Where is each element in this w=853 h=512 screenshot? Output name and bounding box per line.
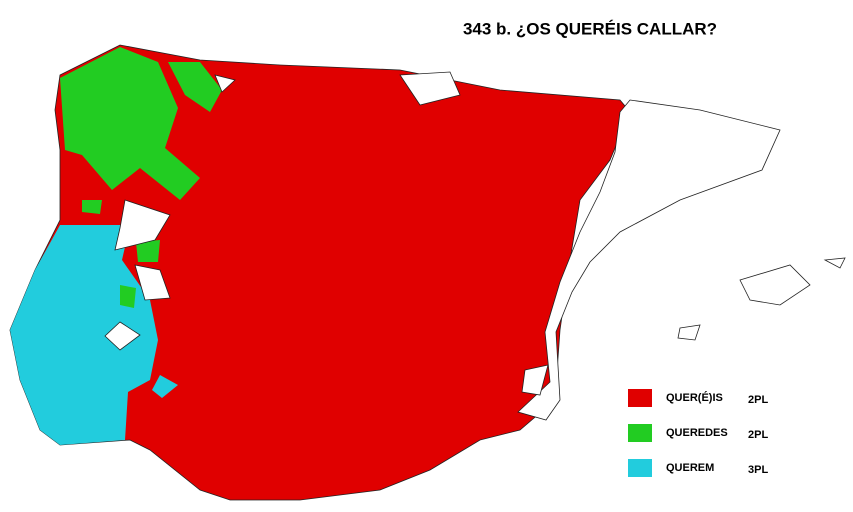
region — [10, 225, 158, 445]
map-title: 343 b. ¿OS QUERÉIS CALLAR? — [463, 19, 717, 38]
no-data-areas — [104, 71, 846, 421]
legend-swatch — [628, 424, 652, 442]
region — [136, 240, 160, 262]
legend-person: 2PL — [748, 429, 768, 441]
region — [120, 285, 136, 308]
region — [60, 47, 200, 200]
legend-swatch — [628, 459, 652, 477]
legend-person: 3PL — [748, 464, 768, 476]
legend-label: QUEREM — [666, 462, 714, 474]
legend: QUER(É)IS 2PL QUEREDES 2PL QUEREM 3PL — [628, 389, 768, 477]
legend-person: 2PL — [748, 394, 768, 406]
region — [168, 62, 222, 112]
region — [152, 375, 178, 398]
legend-label: QUER(É)IS — [666, 391, 723, 404]
legend-swatch — [628, 389, 652, 407]
legend-label: QUEREDES — [666, 427, 728, 439]
region — [82, 200, 102, 214]
